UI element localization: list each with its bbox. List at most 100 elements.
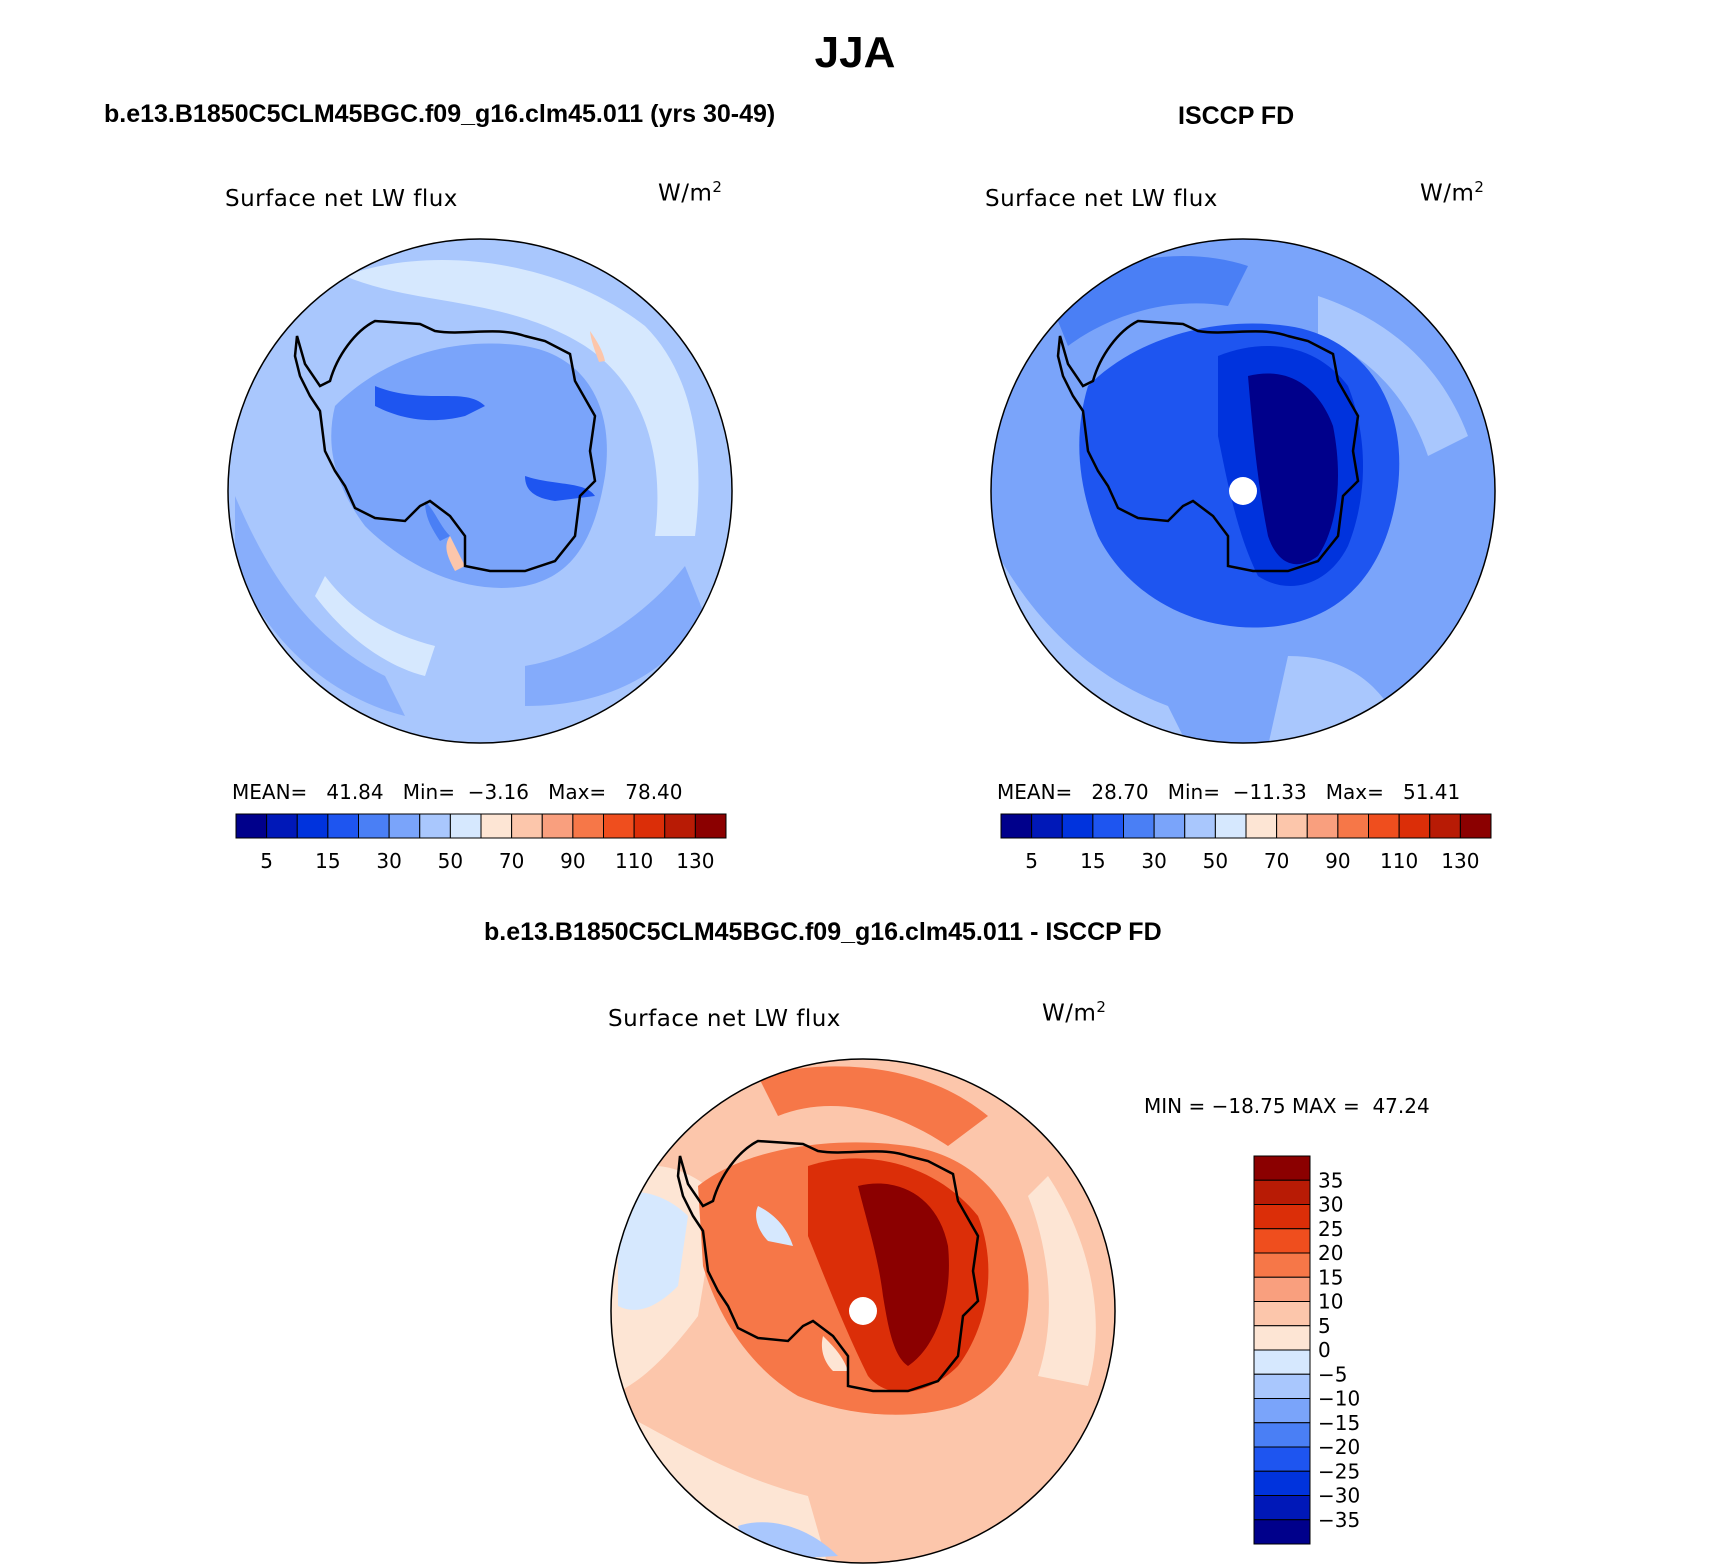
diff-panel-heading: b.e13.B1850C5CLM45BGC.f09_g16.clm45.011 …: [484, 918, 1162, 946]
diff-colorbar-tick-label: −20: [1318, 1435, 1360, 1459]
diff-colorbar-tick-label: −10: [1318, 1387, 1360, 1411]
model-colorbar-tick-label: 90: [560, 849, 585, 873]
obs-colorbar-box: [1337, 813, 1369, 839]
model-colorbar-box: [480, 813, 513, 839]
model-colorbar-tick-label: 15: [315, 849, 340, 873]
diff-units-text: W/m: [1042, 1000, 1097, 1027]
obs-colorbar-tick-label: 50: [1203, 849, 1228, 873]
model-colorbar-box: [296, 813, 329, 839]
diff-colorbar-tick-label: 15: [1318, 1265, 1343, 1289]
diff-colorbar-box: [1253, 1422, 1311, 1448]
diff-colorbar-box: [1253, 1495, 1311, 1521]
obs-max-label: Max=: [1325, 780, 1384, 804]
obs-mean-label: MEAN=: [997, 780, 1073, 804]
diff-colorbar-box: [1253, 1276, 1311, 1302]
model-stats-line: MEAN= 41.84 Min= −3.16 Max= 78.40: [232, 780, 683, 804]
diff-max-value: 47.24: [1372, 1094, 1430, 1118]
diff-colorbar-tick-label: 30: [1318, 1193, 1343, 1217]
diff-colorbar-box: [1253, 1446, 1311, 1472]
obs-colorbar-tick-label: 30: [1141, 849, 1166, 873]
obs-colorbar-box: [1459, 813, 1492, 839]
model-variable-label: Surface net LW flux: [225, 186, 458, 212]
diff-colorbar-tick-label: 10: [1318, 1290, 1343, 1314]
model-max-value: 78.40: [625, 780, 683, 804]
model-colorbar-box: [603, 813, 635, 839]
diff-colorbar-tick-label: −25: [1318, 1459, 1360, 1483]
diff-colorbar-box: [1253, 1398, 1311, 1424]
obs-colorbar-box: [1061, 813, 1094, 839]
diff-colorbar-box: [1253, 1349, 1311, 1375]
obs-stats-line: MEAN= 28.70 Min= −11.33 Max= 51.41: [997, 780, 1460, 804]
diff-polar-map: [610, 1058, 1116, 1564]
obs-colorbar-box: [1245, 813, 1278, 839]
model-min-value: −3.16: [467, 780, 529, 804]
model-colorbar-tick-label: 30: [376, 849, 401, 873]
diff-colorbar-tick-label: 0: [1318, 1338, 1331, 1362]
diff-colorbar-box: [1253, 1155, 1311, 1181]
diff-max-label: MAX =: [1291, 1094, 1360, 1118]
model-colorbar: 5 15 30 50 70 90 110 130: [235, 813, 727, 873]
model-colorbar-box: [327, 813, 359, 839]
model-colorbar-box: [633, 813, 666, 839]
obs-units-exponent: 2: [1474, 178, 1485, 196]
model-colorbar-box: [541, 813, 574, 839]
obs-colorbar-box: [1429, 813, 1461, 839]
model-colorbar-box: [694, 813, 727, 839]
model-mean-label: MEAN=: [232, 780, 308, 804]
model-colorbar-box: [235, 813, 268, 839]
obs-mean-value: 28.70: [1091, 780, 1149, 804]
obs-units-label: W/m2: [1420, 178, 1484, 207]
model-colorbar-box: [572, 813, 604, 839]
model-max-label: Max=: [548, 780, 607, 804]
diff-min-label: MIN =: [1144, 1094, 1206, 1118]
obs-colorbar-box: [1306, 813, 1339, 839]
diff-units-label: W/m2: [1042, 998, 1106, 1027]
model-colorbar-tick-label: 130: [676, 849, 714, 873]
diff-stats-line: MIN = −18.75 MAX = 47.24: [1144, 1094, 1430, 1118]
obs-colorbar-box: [1153, 813, 1186, 839]
diff-colorbar-tick-label: 20: [1318, 1241, 1343, 1265]
obs-colorbar-tick-label: 15: [1080, 849, 1105, 873]
obs-colorbar-tick-label: 90: [1325, 849, 1350, 873]
diff-colorbar-tick-label: 25: [1318, 1217, 1343, 1241]
diff-colorbar-box: [1253, 1252, 1311, 1278]
obs-units-text: W/m: [1420, 180, 1475, 207]
obs-colorbar-box: [1276, 813, 1308, 839]
model-units-label: W/m2: [658, 178, 722, 207]
model-min-label: Min=: [402, 780, 455, 804]
model-colorbar-box: [388, 813, 421, 839]
diff-colorbar-box: [1253, 1519, 1311, 1545]
obs-colorbar-box: [1000, 813, 1033, 839]
obs-colorbar-box: [1368, 813, 1400, 839]
obs-colorbar-box: [1184, 813, 1216, 839]
model-polar-map: [227, 238, 733, 744]
obs-panel-heading: ISCCP FD: [1178, 102, 1295, 130]
model-colorbar-tick-label: 50: [438, 849, 463, 873]
obs-colorbar-tick-label: 70: [1264, 849, 1289, 873]
model-colorbar-box: [358, 813, 390, 839]
obs-polar-map: [990, 238, 1496, 744]
obs-colorbar-box: [1398, 813, 1431, 839]
figure-title: JJA: [814, 28, 896, 77]
model-colorbar-tick-label: 5: [260, 849, 273, 873]
obs-colorbar-tick-label: 130: [1441, 849, 1479, 873]
model-colorbar-box: [266, 813, 298, 839]
model-colorbar-tick-label: 110: [615, 849, 653, 873]
obs-min-value: −11.33: [1232, 780, 1307, 804]
diff-colorbar-tick-label: −5: [1318, 1362, 1347, 1386]
obs-colorbar-tick-label: 110: [1380, 849, 1418, 873]
diff-colorbar-box: [1253, 1301, 1311, 1327]
obs-min-label: Min=: [1167, 780, 1220, 804]
model-colorbar-box: [511, 813, 543, 839]
model-colorbar-box: [449, 813, 482, 839]
diff-variable-label: Surface net LW flux: [608, 1006, 841, 1032]
model-colorbar-box: [419, 813, 451, 839]
obs-colorbar-box: [1123, 813, 1155, 839]
diff-colorbar-box: [1253, 1179, 1311, 1205]
diff-colorbar-box: [1253, 1470, 1311, 1496]
diff-colorbar-tick-label: −30: [1318, 1484, 1360, 1508]
obs-max-value: 51.41: [1402, 780, 1461, 804]
diff-colorbar-tick-label: 35: [1318, 1168, 1343, 1192]
diff-colorbar-box: [1253, 1373, 1311, 1399]
